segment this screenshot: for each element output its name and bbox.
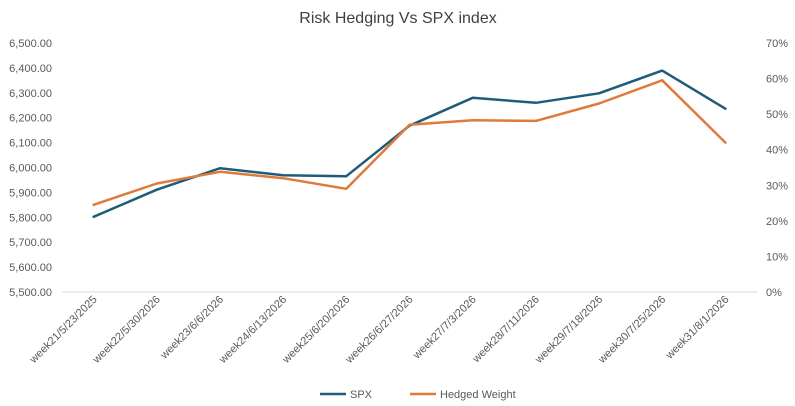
- x-tick-label: week28/7/11/2026: [470, 294, 542, 366]
- legend: SPX Hedged Weight: [320, 389, 516, 401]
- y-left-tick-label: 5,900.00: [9, 187, 52, 199]
- right-axis: 0% 10% 20% 30% 40% 50% 60% 70%: [766, 38, 788, 299]
- x-tick-label: week26/6/27/2026: [343, 294, 416, 367]
- y-left-tick-label: 6,400.00: [9, 63, 52, 75]
- x-tick-label: week29/7/18/2026: [532, 294, 605, 367]
- y-left-tick-label: 6,300.00: [9, 88, 52, 100]
- y-left-tick-label: 6,100.00: [9, 138, 52, 150]
- series-layer: [92, 69, 727, 219]
- y-left-tick-label: 5,800.00: [9, 212, 52, 224]
- x-axis: week21/5/23/2025week22/5/30/2026week23/6…: [27, 294, 732, 367]
- x-tick-label: week22/5/30/2026: [90, 294, 163, 367]
- y-left-tick-label: 6,000.00: [9, 163, 52, 175]
- y-left-tick-label: 5,500.00: [9, 287, 52, 299]
- y-left-tick-label: 5,700.00: [9, 237, 52, 249]
- chart-title: Risk Hedging Vs SPX index: [299, 10, 496, 27]
- x-tick-label: week31/8/1/2026: [663, 294, 731, 362]
- x-tick-label: week23/6/6/2026: [158, 294, 226, 362]
- y-right-tick-label: 0%: [766, 287, 782, 299]
- y-right-tick-label: 10%: [766, 251, 788, 263]
- x-tick-label: week27/7/3/2026: [410, 294, 478, 362]
- y-left-tick-label: 6,200.00: [9, 113, 52, 125]
- y-right-tick-label: 60%: [766, 74, 788, 86]
- legend-label: Hedged Weight: [440, 389, 516, 401]
- x-tick-label: week24/6/13/2026: [216, 294, 289, 367]
- y-left-tick-label: 6,500.00: [9, 38, 52, 50]
- y-right-tick-label: 40%: [766, 145, 788, 157]
- y-right-tick-label: 50%: [766, 109, 788, 121]
- x-tick-label: week21/5/23/2025: [27, 294, 100, 367]
- x-tick-label: week30/7/25/2026: [596, 294, 669, 367]
- y-right-tick-label: 70%: [766, 38, 788, 50]
- series-line-hedged-weight: [92, 79, 727, 207]
- y-right-tick-label: 20%: [766, 216, 788, 228]
- legend-label: SPX: [350, 389, 373, 401]
- y-left-tick-label: 5,600.00: [9, 262, 52, 274]
- x-tick-label: week25/6/20/2026: [280, 294, 353, 367]
- left-axis: 5,500.00 5,600.00 5,700.00 5,800.00 5,900.00…: [9, 38, 52, 299]
- y-right-tick-label: 30%: [766, 180, 788, 192]
